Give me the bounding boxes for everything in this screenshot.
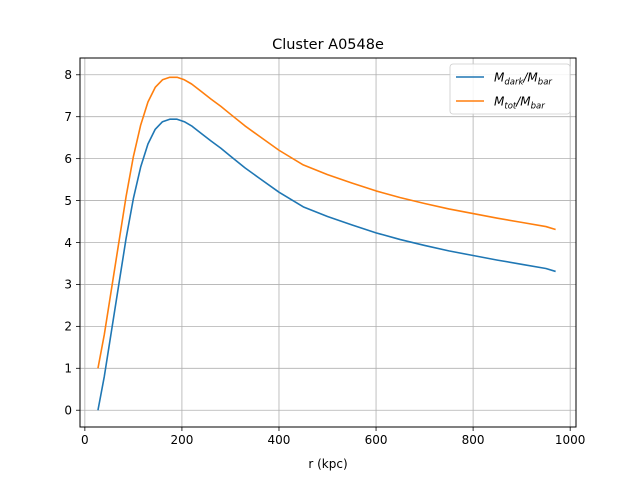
chart-title: Cluster A0548e <box>272 37 384 53</box>
x-tick-label: 600 <box>365 433 388 447</box>
x-tick-label: 400 <box>268 433 291 447</box>
y-tick-label: 6 <box>64 152 72 166</box>
y-tick-label: 3 <box>64 278 72 292</box>
y-tick-label: 8 <box>64 68 72 82</box>
x-axis: 0 200 400 600 800 1000 <box>81 427 585 447</box>
grid <box>80 58 576 427</box>
y-tick-label: 1 <box>64 362 72 376</box>
series-layer <box>97 76 556 411</box>
y-tick-label: 4 <box>64 236 72 250</box>
x-tick-label: 200 <box>170 433 193 447</box>
y-tick-label: 7 <box>64 110 72 124</box>
x-tick-label: 1000 <box>555 433 586 447</box>
x-tick-label: 800 <box>462 433 485 447</box>
y-tick-label: 5 <box>64 194 72 208</box>
y-tick-label: 2 <box>64 320 72 334</box>
x-axis-label: r (kpc) <box>308 457 347 471</box>
legend: Mdark/Mbar Mtot/Mbar <box>449 63 571 115</box>
y-tick-label: 0 <box>64 404 72 418</box>
y-axis: 0 1 2 3 4 5 6 7 8 <box>64 68 80 418</box>
legend-label: Mtot/Mbar <box>494 95 545 112</box>
series-line-1 <box>97 76 556 369</box>
x-tick-label: 0 <box>81 433 89 447</box>
legend-label: Mdark/Mbar <box>494 71 552 88</box>
series-line-0 <box>97 118 556 411</box>
